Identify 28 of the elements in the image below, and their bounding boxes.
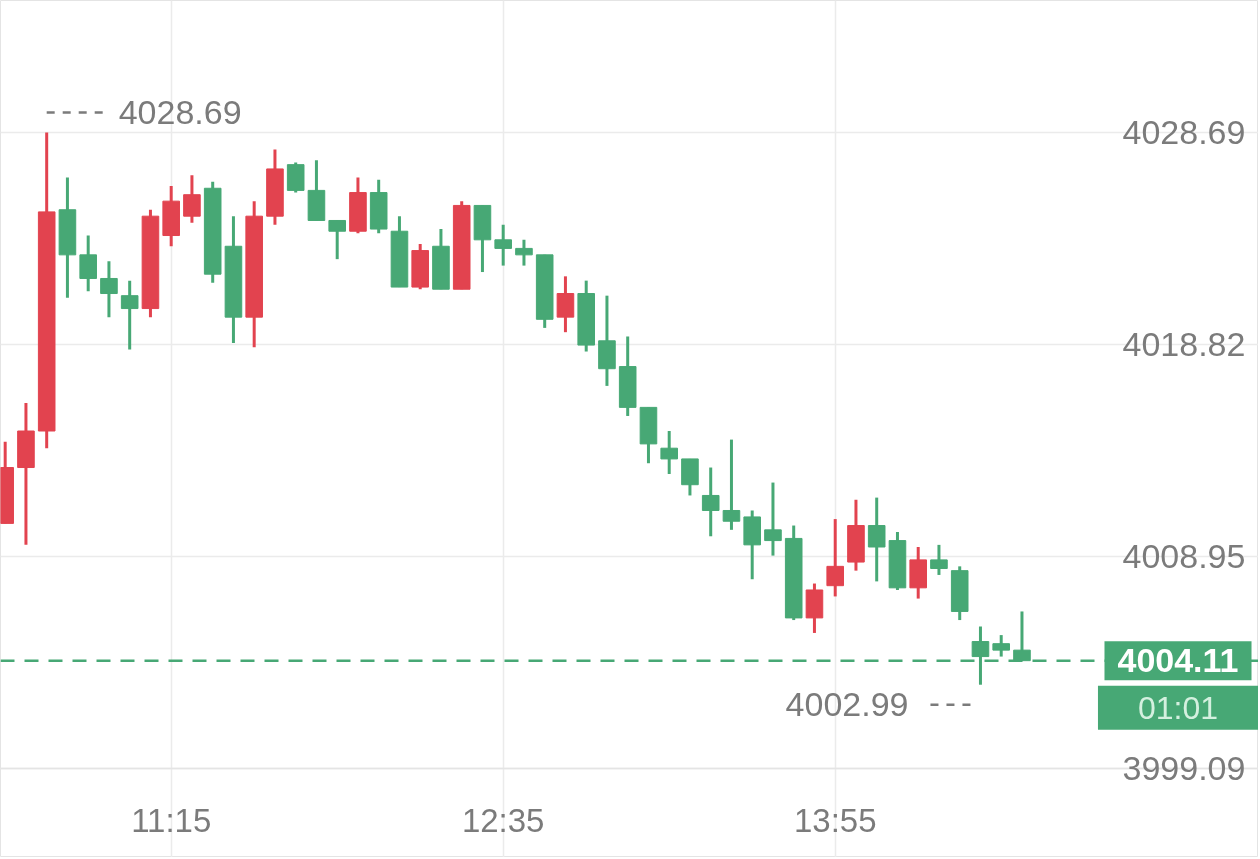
y-tick-label: 3999.09 [1122, 749, 1246, 787]
annotation: 01:01 [1137, 689, 1219, 726]
annotation: 4002.99 [785, 685, 909, 724]
candlestick [556, 276, 575, 334]
x-tick-label: 12:35 [461, 801, 545, 839]
candlestick [100, 261, 118, 319]
ref-line-label: 4004.11 [1117, 641, 1239, 680]
candlestick [515, 238, 533, 266]
candlestick [494, 223, 512, 266]
candlestick [764, 482, 782, 556]
candlestick [183, 175, 201, 223]
candlestick [120, 280, 139, 350]
candlestick [971, 626, 990, 685]
y-tick-label: 4028.69 [1122, 113, 1246, 152]
candlestick [867, 497, 886, 582]
candlestick [992, 635, 1010, 657]
y-tick-label: 4018.82 [1122, 325, 1246, 364]
candlestick [660, 431, 678, 474]
candlestick [701, 467, 720, 537]
candlestick [930, 543, 948, 575]
candlestick [826, 519, 845, 597]
x-tick-label: 13:55 [793, 801, 877, 839]
x-tick-label: 11:15 [131, 801, 212, 839]
y-tick-label: 4008.95 [1122, 537, 1246, 576]
candlestick [722, 439, 741, 530]
annotation: 4028.69 [118, 93, 242, 132]
candlestick [79, 235, 97, 292]
candlestick [328, 219, 346, 261]
